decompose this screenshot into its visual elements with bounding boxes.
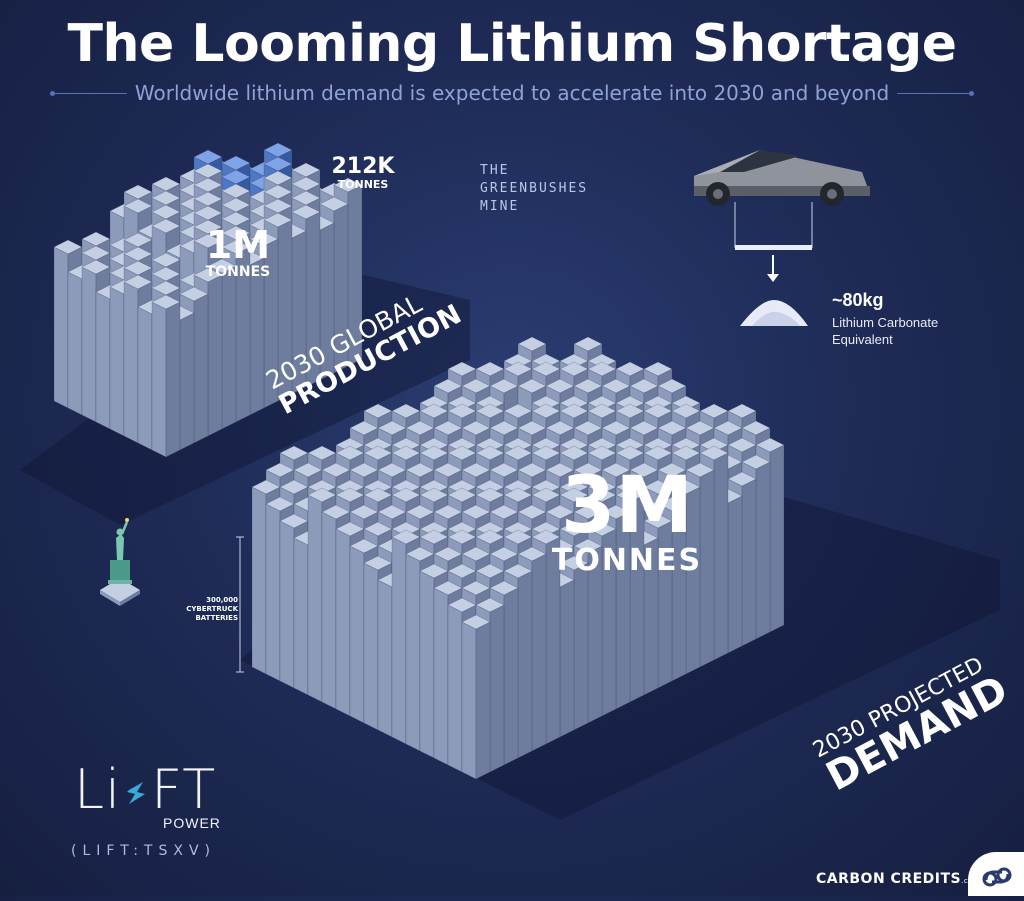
page-title: The Looming Lithium Shortage	[67, 14, 957, 74]
production-unit: TONNES	[206, 264, 271, 280]
battery-pack-icon	[734, 202, 813, 282]
production-blocks	[53, 142, 363, 458]
subtitle-divider-right	[897, 90, 975, 96]
greenbushes-title: THE GREENBUSHES MINE	[480, 163, 589, 214]
production-value: 1M	[206, 223, 270, 267]
block-column	[151, 294, 181, 458]
cybertruck-batteries-label: 300,000 CYBERTRUCK BATTERIES	[186, 596, 238, 622]
demand-value: 3M	[561, 461, 693, 551]
logo-li-text: Li	[74, 758, 122, 821]
greenbushes-unit: TONNES	[338, 178, 389, 191]
logo-ticker: (LIFT:TSXV)	[71, 843, 216, 859]
block-column	[461, 614, 491, 780]
scale-bar	[236, 536, 244, 673]
page-subtitle: Worldwide lithium demand is expected to …	[134, 81, 890, 105]
cybertruck-icon	[694, 150, 870, 206]
demand-unit: TONNES	[552, 543, 702, 578]
brand-name: CARBON CREDITS.com	[816, 871, 980, 887]
lithium-pile-icon	[740, 300, 808, 326]
logo-power-text: POWER	[163, 815, 221, 831]
lithium-amount-label: Lithium Carbonate Equivalent	[832, 315, 939, 347]
subtitle-divider-left	[50, 90, 127, 96]
chain-link-icon	[982, 867, 1012, 887]
statue-of-liberty-icon	[100, 518, 140, 606]
logo-ft-text: FT	[151, 758, 217, 821]
lift-power-logo: Li FT	[74, 758, 216, 821]
subtitle-row: Worldwide lithium demand is expected to …	[50, 80, 975, 106]
greenbushes-value: 212K	[332, 154, 396, 179]
lightning-bolt-icon	[127, 782, 146, 804]
demand-blocks	[251, 336, 785, 780]
brand-logo-icon	[968, 852, 1024, 896]
lithium-amount: ~80kg	[832, 290, 884, 310]
